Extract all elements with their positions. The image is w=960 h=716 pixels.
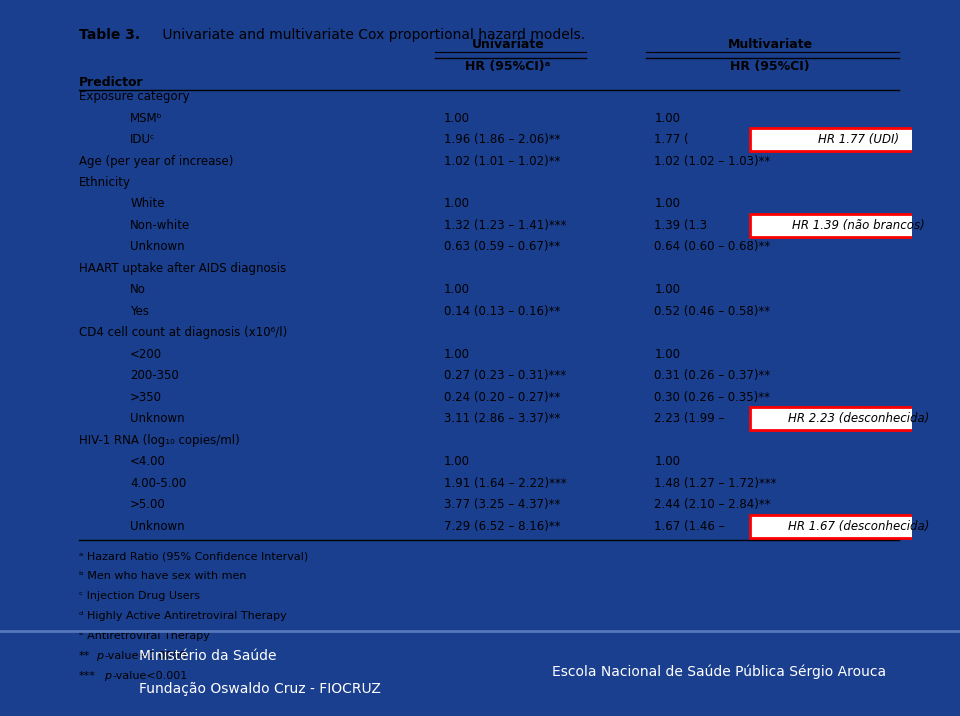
Text: Ministério da Saúde: Ministério da Saúde bbox=[139, 649, 276, 664]
Text: 0.64 (0.60 – 0.68)**: 0.64 (0.60 – 0.68)** bbox=[655, 241, 771, 253]
Text: p: p bbox=[96, 651, 103, 661]
Text: 0.27 (0.23 – 0.31)***: 0.27 (0.23 – 0.31)*** bbox=[444, 369, 565, 382]
Text: 1.48 (1.27 – 1.72)***: 1.48 (1.27 – 1.72)*** bbox=[655, 477, 777, 490]
Text: 1.00: 1.00 bbox=[444, 284, 469, 296]
Text: ***: *** bbox=[79, 671, 95, 681]
Text: ᵈ Highly Active Antiretroviral Therapy: ᵈ Highly Active Antiretroviral Therapy bbox=[79, 611, 286, 621]
Text: >5.00: >5.00 bbox=[131, 498, 166, 511]
Text: HR 1.39 (não brancos): HR 1.39 (não brancos) bbox=[792, 219, 924, 232]
Text: Ethnicity: Ethnicity bbox=[79, 176, 131, 189]
Text: 200-350: 200-350 bbox=[131, 369, 179, 382]
Text: 2.44 (2.10 – 2.84)**: 2.44 (2.10 – 2.84)** bbox=[655, 498, 771, 511]
Text: 1.00: 1.00 bbox=[655, 284, 681, 296]
Text: HR 1.67 (desconhecida): HR 1.67 (desconhecida) bbox=[787, 520, 929, 533]
Text: <4.00: <4.00 bbox=[131, 455, 166, 468]
Text: Predictor: Predictor bbox=[79, 76, 143, 90]
Text: IDUᶜ: IDUᶜ bbox=[131, 133, 156, 146]
Text: 1.00: 1.00 bbox=[444, 198, 469, 211]
FancyBboxPatch shape bbox=[751, 214, 960, 237]
Text: 1.96 (1.86 – 2.06)**: 1.96 (1.86 – 2.06)** bbox=[444, 133, 561, 146]
Text: 1.02 (1.02 – 1.03)**: 1.02 (1.02 – 1.03)** bbox=[655, 155, 771, 168]
Text: 1.39 (1.3: 1.39 (1.3 bbox=[655, 219, 708, 232]
Text: ᵇ Men who have sex with men: ᵇ Men who have sex with men bbox=[79, 571, 246, 581]
Text: 1.00: 1.00 bbox=[655, 198, 681, 211]
Text: 2.23 (1.99 –: 2.23 (1.99 – bbox=[655, 412, 725, 425]
Text: 1.02 (1.01 – 1.02)**: 1.02 (1.01 – 1.02)** bbox=[444, 155, 561, 168]
Text: 1.91 (1.64 – 2.22)***: 1.91 (1.64 – 2.22)*** bbox=[444, 477, 566, 490]
Text: Fundação Oswaldo Cruz - FIOCRUZ: Fundação Oswaldo Cruz - FIOCRUZ bbox=[139, 682, 381, 695]
Text: ᶜ Injection Drug Users: ᶜ Injection Drug Users bbox=[79, 591, 200, 601]
Text: 1.00: 1.00 bbox=[655, 348, 681, 361]
Text: 1.77 (: 1.77 ( bbox=[655, 133, 689, 146]
Text: 3.77 (3.25 – 4.37)**: 3.77 (3.25 – 4.37)** bbox=[444, 498, 560, 511]
Text: Escola Nacional de Saúde Pública Sérgio Arouca: Escola Nacional de Saúde Pública Sérgio … bbox=[552, 664, 886, 679]
Text: 0.63 (0.59 – 0.67)**: 0.63 (0.59 – 0.67)** bbox=[444, 241, 560, 253]
Text: p: p bbox=[105, 671, 111, 681]
FancyBboxPatch shape bbox=[751, 128, 960, 151]
Text: CD4 cell count at diagnosis (x10⁶/l): CD4 cell count at diagnosis (x10⁶/l) bbox=[79, 326, 287, 339]
Text: White: White bbox=[131, 198, 164, 211]
Text: Exposure category: Exposure category bbox=[79, 90, 189, 103]
Text: 0.31 (0.26 – 0.37)**: 0.31 (0.26 – 0.37)** bbox=[655, 369, 771, 382]
Text: No: No bbox=[131, 284, 146, 296]
FancyBboxPatch shape bbox=[751, 515, 960, 538]
Text: Unknown: Unknown bbox=[131, 520, 184, 533]
Text: 1.00: 1.00 bbox=[444, 455, 469, 468]
Text: -value<0.001: -value<0.001 bbox=[113, 671, 188, 681]
Text: -value=0.0000: -value=0.0000 bbox=[105, 651, 187, 661]
Text: 1.00: 1.00 bbox=[444, 112, 469, 125]
Text: Table 3.: Table 3. bbox=[79, 28, 140, 42]
Text: 3.11 (2.86 – 3.37)**: 3.11 (2.86 – 3.37)** bbox=[444, 412, 560, 425]
Text: <200: <200 bbox=[131, 348, 162, 361]
Text: Unknown: Unknown bbox=[131, 241, 184, 253]
Text: Non-white: Non-white bbox=[131, 219, 190, 232]
Text: 1.67 (1.46 –: 1.67 (1.46 – bbox=[655, 520, 725, 533]
Text: 0.24 (0.20 – 0.27)**: 0.24 (0.20 – 0.27)** bbox=[444, 391, 560, 404]
Text: HR 2.23 (desconhecida): HR 2.23 (desconhecida) bbox=[787, 412, 929, 425]
Text: 1.00: 1.00 bbox=[444, 348, 469, 361]
Text: Multivariate: Multivariate bbox=[728, 38, 813, 51]
Text: Yes: Yes bbox=[131, 305, 149, 318]
Text: 7.29 (6.52 – 8.16)**: 7.29 (6.52 – 8.16)** bbox=[444, 520, 561, 533]
Text: Univariate: Univariate bbox=[471, 38, 544, 51]
Text: HR (95%CI): HR (95%CI) bbox=[731, 60, 810, 74]
Text: HIV-1 RNA (log₁₀ copies/ml): HIV-1 RNA (log₁₀ copies/ml) bbox=[79, 434, 239, 447]
Text: MSMᵇ: MSMᵇ bbox=[131, 112, 163, 125]
Text: HR 1.77 (UDI): HR 1.77 (UDI) bbox=[818, 133, 899, 146]
Text: Unknown: Unknown bbox=[131, 412, 184, 425]
Text: 1.32 (1.23 – 1.41)***: 1.32 (1.23 – 1.41)*** bbox=[444, 219, 566, 232]
Text: 4.00-5.00: 4.00-5.00 bbox=[131, 477, 186, 490]
Text: **: ** bbox=[79, 651, 90, 661]
Text: 0.14 (0.13 – 0.16)**: 0.14 (0.13 – 0.16)** bbox=[444, 305, 560, 318]
Text: 0.30 (0.26 – 0.35)**: 0.30 (0.26 – 0.35)** bbox=[655, 391, 770, 404]
Text: ᵃ Hazard Ratio (95% Confidence Interval): ᵃ Hazard Ratio (95% Confidence Interval) bbox=[79, 551, 308, 561]
Text: Age (per year of increase): Age (per year of increase) bbox=[79, 155, 233, 168]
Text: ᵉ Antiretroviral Therapy: ᵉ Antiretroviral Therapy bbox=[79, 631, 209, 641]
Text: Univariate and multivariate Cox proportional hazard models.: Univariate and multivariate Cox proporti… bbox=[157, 28, 585, 42]
Text: >350: >350 bbox=[131, 391, 162, 404]
FancyBboxPatch shape bbox=[751, 407, 960, 430]
Text: HAART uptake after AIDS diagnosis: HAART uptake after AIDS diagnosis bbox=[79, 262, 286, 275]
Text: 0.52 (0.46 – 0.58)**: 0.52 (0.46 – 0.58)** bbox=[655, 305, 770, 318]
Text: 1.00: 1.00 bbox=[655, 112, 681, 125]
Text: 1.00: 1.00 bbox=[655, 455, 681, 468]
Text: HR (95%CI)ᵃ: HR (95%CI)ᵃ bbox=[466, 60, 551, 74]
